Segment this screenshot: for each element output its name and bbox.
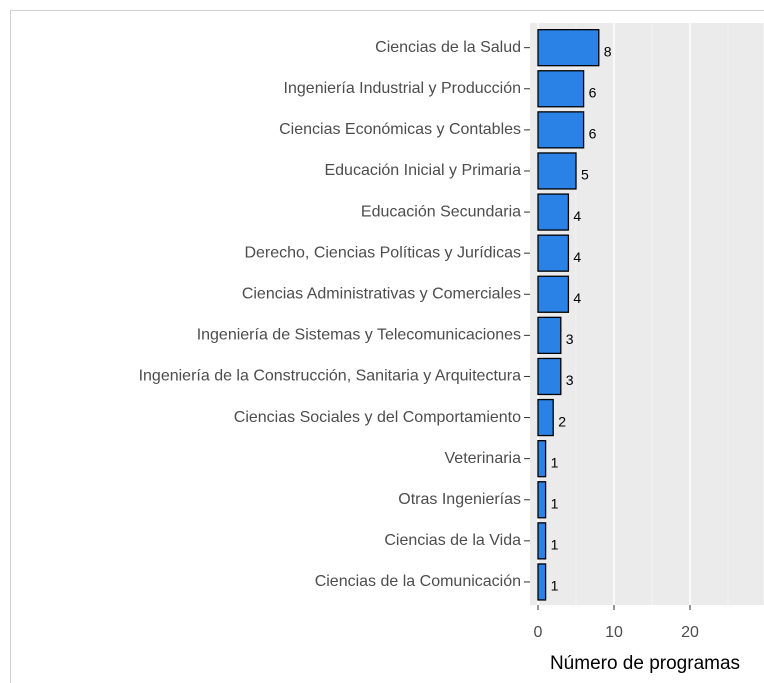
y-tick-label: Educación Secundaria (361, 203, 521, 220)
x-axis-title: Número de programas (550, 653, 740, 674)
x-tick-label: 10 (605, 624, 623, 641)
bar (537, 563, 547, 601)
data-label: 2 (558, 413, 566, 429)
data-label: 1 (551, 495, 559, 511)
y-tick-label: Educación Inicial y Primaria (324, 162, 521, 179)
frame (10, 10, 764, 683)
data-label: 3 (566, 372, 574, 388)
y-tick-label: Ingeniería de Sistemas y Telecomunicacio… (197, 327, 521, 344)
y-tick-label: Derecho, Ciencias Políticas y Jurídicas (244, 244, 521, 261)
bar (537, 29, 600, 67)
bar (537, 70, 585, 108)
data-label: 1 (551, 578, 559, 594)
y-tick-label: Veterinaria (445, 450, 522, 467)
y-tick-label: Ciencias Sociales y del Comportamiento (234, 409, 521, 426)
data-label: 4 (573, 208, 581, 224)
data-label: 6 (589, 84, 597, 100)
data-label: 6 (589, 126, 597, 142)
bar (537, 481, 547, 519)
bar (537, 522, 547, 560)
data-label: 5 (581, 167, 589, 183)
bar (537, 234, 570, 272)
bar (537, 398, 554, 437)
bar (537, 111, 585, 149)
data-label: 1 (551, 454, 559, 470)
bar (537, 357, 562, 396)
panel (530, 23, 764, 605)
y-tick-label: Otras Ingenierías (398, 491, 521, 508)
y-tick-label: Ingeniería Industrial y Producción (284, 80, 521, 97)
y-tick-label: Ciencias Administrativas y Comerciales (242, 285, 521, 302)
bar (537, 275, 570, 313)
bar (537, 152, 577, 190)
data-label: 4 (573, 290, 581, 306)
y-tick-label: Ciencias de la Comunicación (315, 573, 521, 590)
data-label: 4 (573, 249, 581, 265)
y-tick-label: Ciencias Económicas y Contables (279, 121, 521, 138)
data-label: 3 (566, 331, 574, 347)
x-tick-label: 0 (534, 624, 543, 641)
data-label: 1 (551, 537, 559, 553)
y-tick-label: Ingeniería de la Construcción, Sanitaria… (139, 368, 522, 385)
y-tick-label: Ciencias de la Vida (384, 532, 521, 549)
bar (537, 316, 562, 355)
bar (537, 193, 570, 231)
data-label: 8 (604, 43, 612, 59)
bar (537, 440, 547, 478)
y-tick-label: Ciencias de la Salud (375, 39, 521, 56)
x-tick-label: 20 (681, 624, 699, 641)
